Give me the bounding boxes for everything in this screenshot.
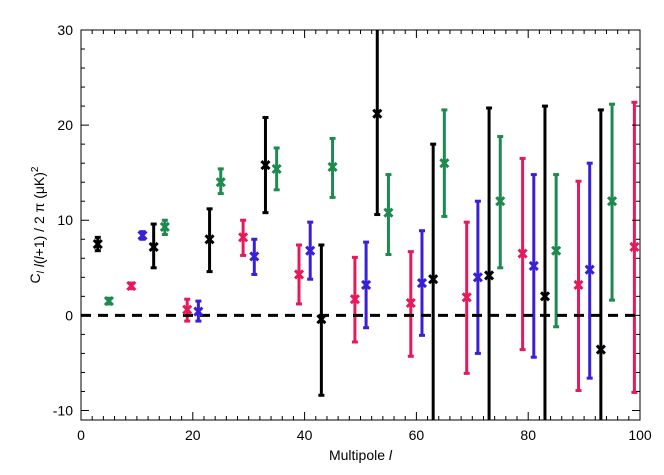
y-tick-label: 30 xyxy=(57,22,73,38)
data-point xyxy=(405,297,416,309)
x-tick-label: 60 xyxy=(409,427,425,443)
y-tick-label: 10 xyxy=(57,212,73,228)
data-point xyxy=(349,294,360,305)
point-marker-stroke xyxy=(539,291,551,302)
x-tick-label: 20 xyxy=(185,427,201,443)
point-marker-stroke xyxy=(461,292,472,303)
data-point xyxy=(238,232,249,243)
point-marker-stroke xyxy=(573,279,584,290)
point-marker-stroke xyxy=(439,158,450,169)
point-marker-stroke xyxy=(137,230,148,241)
point-marker-stroke xyxy=(148,241,159,252)
point-marker-stroke xyxy=(238,232,249,243)
point-marker-stroke xyxy=(182,304,193,315)
point-marker-stroke xyxy=(383,207,394,218)
point-marker-stroke xyxy=(372,108,383,119)
data-point xyxy=(204,234,215,245)
point-marker-stroke xyxy=(249,251,260,262)
data-points xyxy=(92,108,640,355)
data-point xyxy=(361,279,372,290)
point-marker-stroke xyxy=(260,160,271,171)
point-marker-stroke xyxy=(361,279,372,290)
data-point xyxy=(215,177,226,188)
data-point xyxy=(327,161,338,173)
y-axis-title: Cl l(l+1) / 2 π (μK)2 xyxy=(27,166,47,283)
data-point xyxy=(629,241,640,252)
data-point xyxy=(383,207,394,218)
data-point xyxy=(126,280,137,291)
point-marker-stroke xyxy=(327,161,338,173)
point-marker-stroke xyxy=(405,297,416,309)
data-point xyxy=(606,196,618,207)
point-marker-stroke xyxy=(528,260,539,271)
data-point xyxy=(595,344,606,355)
x-tick-label: 0 xyxy=(77,427,85,443)
data-point xyxy=(584,264,595,275)
data-point xyxy=(182,304,193,315)
data-point xyxy=(495,196,506,207)
point-marker-stroke xyxy=(293,269,305,280)
point-marker-stroke xyxy=(204,234,215,245)
x-tick-label: 100 xyxy=(628,427,652,443)
data-point xyxy=(148,241,159,252)
data-point xyxy=(159,221,170,232)
data-point xyxy=(517,248,528,259)
point-marker-stroke xyxy=(215,177,226,188)
data-point xyxy=(193,306,204,317)
x-axis-title: Multipole l xyxy=(329,447,393,463)
data-point xyxy=(137,230,148,241)
data-point xyxy=(103,296,115,307)
point-marker-stroke xyxy=(428,274,439,285)
y-tick-label: -10 xyxy=(53,402,73,418)
data-point xyxy=(416,277,428,289)
error-bars xyxy=(94,30,638,420)
data-point xyxy=(428,274,439,285)
point-marker-stroke xyxy=(271,163,282,174)
data-point xyxy=(439,158,450,169)
point-marker-stroke xyxy=(305,245,316,256)
point-marker-stroke xyxy=(517,248,528,259)
point-marker-stroke xyxy=(606,196,618,207)
plot-frame xyxy=(80,29,641,421)
y-tick-label: 0 xyxy=(65,307,73,323)
data-point xyxy=(528,260,539,271)
data-point xyxy=(293,269,305,280)
point-marker-stroke xyxy=(584,264,595,275)
data-point xyxy=(539,291,551,302)
x-tick-label: 40 xyxy=(297,427,313,443)
data-point xyxy=(472,272,483,283)
data-point xyxy=(461,292,472,303)
point-marker-stroke xyxy=(416,277,428,289)
point-marker-stroke xyxy=(126,280,137,291)
y-tick-label: 20 xyxy=(57,117,73,133)
data-point xyxy=(372,108,383,119)
data-point xyxy=(484,270,495,281)
data-point xyxy=(316,314,327,325)
data-point xyxy=(305,245,316,256)
axis-ticks xyxy=(80,29,641,420)
point-marker-stroke xyxy=(495,196,506,207)
data-point xyxy=(551,245,562,256)
point-marker-stroke xyxy=(316,314,327,325)
data-point xyxy=(271,163,282,174)
data-point xyxy=(249,251,260,262)
point-marker-stroke xyxy=(595,344,606,355)
x-tick-label: 80 xyxy=(520,427,536,443)
point-marker-stroke xyxy=(159,221,170,232)
data-point xyxy=(92,238,103,250)
point-marker-stroke xyxy=(193,306,204,317)
data-point xyxy=(573,279,584,290)
point-marker-stroke xyxy=(92,238,103,250)
data-point xyxy=(260,160,271,171)
point-marker-stroke xyxy=(349,294,360,305)
point-marker-stroke xyxy=(472,272,483,283)
point-marker-stroke xyxy=(551,245,562,256)
point-marker-stroke xyxy=(629,241,640,252)
point-marker-stroke xyxy=(484,270,495,281)
point-marker-stroke xyxy=(103,296,115,307)
